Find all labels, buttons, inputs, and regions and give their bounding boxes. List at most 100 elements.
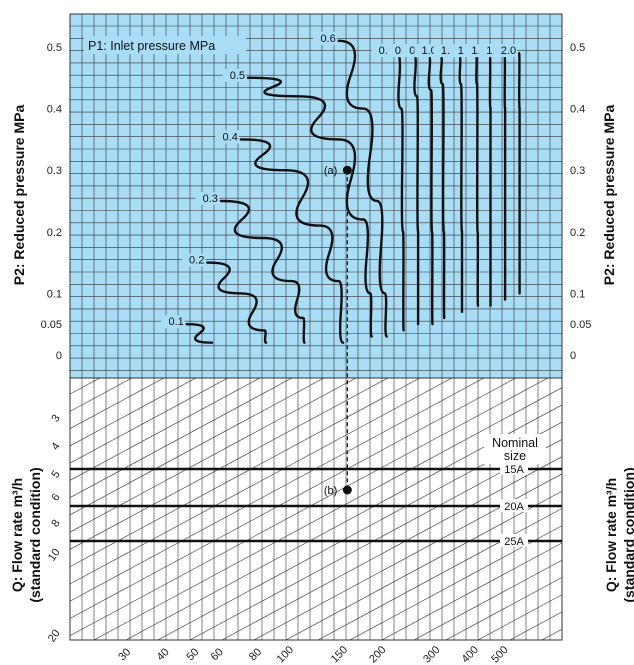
diagonal-guide-line bbox=[70, 378, 389, 550]
nominal-size-label-15A: 15A bbox=[504, 464, 524, 476]
lower-y-tick-8: 8 bbox=[49, 518, 62, 530]
diagonal-guide-line bbox=[70, 378, 453, 585]
diagonal-guide-line bbox=[413, 559, 562, 640]
example-point-b-label: (b) bbox=[324, 485, 337, 497]
diagonal-guide-line bbox=[70, 378, 485, 602]
curve-label-box-0.6 bbox=[313, 31, 337, 45]
diagonal-guide-line bbox=[70, 378, 261, 481]
diagonal-guide-line bbox=[70, 378, 101, 395]
upper-y-tick-right-0.5: 0.5 bbox=[570, 42, 585, 54]
curve-label-box-0.4 bbox=[215, 130, 239, 144]
x-tick-200: 200 bbox=[367, 644, 388, 665]
pressure-curve-0.5 bbox=[246, 76, 373, 338]
example-point-b bbox=[342, 485, 352, 495]
chart-title: P1: Inlet pressure MPa bbox=[88, 39, 215, 53]
lower-y-tick-20: 20 bbox=[46, 628, 63, 645]
diagonal-guide-line bbox=[70, 378, 165, 429]
diagonal-guide-group bbox=[70, 378, 562, 640]
diagonal-guide-line bbox=[445, 577, 562, 640]
diagonal-guide-line bbox=[221, 456, 562, 640]
pressure-curve-0.8 bbox=[411, 52, 420, 326]
upper-y-tick-left-0.05: 0.05 bbox=[41, 319, 62, 331]
x-tick-60: 60 bbox=[209, 646, 226, 663]
curve-label-box-2.0 bbox=[493, 44, 518, 58]
diagonal-guide-line bbox=[349, 525, 562, 640]
x-tick-30: 30 bbox=[116, 646, 133, 663]
curve-label-0.1: 0.1 bbox=[168, 316, 183, 328]
x-tick-300: 300 bbox=[421, 644, 442, 665]
upper-y-tick-right-0.4: 0.4 bbox=[570, 104, 585, 116]
nominal-size-label-20A: 20A bbox=[504, 501, 524, 513]
upper-y-tick-left-0: 0 bbox=[56, 350, 62, 362]
pressure-curve-0.9 bbox=[426, 52, 434, 326]
pressure-curve-0.3 bbox=[219, 199, 306, 344]
upper-y-tick-right-0.3: 0.3 bbox=[570, 165, 585, 177]
diagonal-guide-line bbox=[70, 378, 421, 567]
pressure-curve-1.3 bbox=[474, 52, 480, 307]
upper-y-tick-right-0.05: 0.05 bbox=[570, 319, 591, 331]
upper-y-tick-right-0.1: 0.1 bbox=[570, 288, 585, 300]
upper-y-tick-left-0.4: 0.4 bbox=[47, 104, 62, 116]
diagonal-guide-line bbox=[253, 473, 562, 640]
diagonal-guide-line bbox=[70, 378, 133, 412]
curve-label-box-0.5 bbox=[222, 68, 247, 82]
x-tick-80: 80 bbox=[247, 646, 264, 663]
lower-y-axis-title-left-1: Q: Flow rate m³/h bbox=[9, 478, 25, 592]
upper-y-tick-left-0.3: 0.3 bbox=[47, 165, 62, 177]
curve-label-2.0: 2.0 bbox=[501, 45, 516, 57]
x-tick-100: 100 bbox=[275, 644, 296, 665]
pressure-curve-1.7 bbox=[503, 52, 507, 301]
diagonal-guide-line bbox=[285, 490, 562, 640]
chart-title-box bbox=[84, 36, 246, 54]
lower-y-tick-3: 3 bbox=[49, 413, 62, 425]
pressure-curve-1.0 bbox=[438, 52, 446, 320]
nominal-size-label-box-20A bbox=[500, 499, 528, 512]
pressure-curve-1.2 bbox=[458, 52, 464, 314]
upper-y-tick-left-0.2: 0.2 bbox=[47, 227, 62, 239]
diagonal-guide-line bbox=[189, 439, 562, 640]
nominal-size-title-line1: Nominal bbox=[492, 436, 538, 450]
upper-y-tick-right-0: 0 bbox=[570, 350, 576, 362]
pressure-curve-0.7 bbox=[395, 52, 405, 332]
diagonal-guide-line bbox=[70, 378, 229, 464]
diagonal-guide-line bbox=[70, 378, 197, 447]
upper-y-axis-title-right: P2: Reduced pressure MPa bbox=[601, 105, 617, 286]
diagonal-guide-line bbox=[70, 378, 325, 516]
pressure-curve-2.0 bbox=[517, 52, 521, 295]
curve-label-1.0: 1.0 bbox=[421, 45, 436, 57]
nominal-size-title-line2: size bbox=[504, 449, 526, 463]
nominal-size-label-box-15A bbox=[500, 462, 528, 475]
diagonal-guide-line bbox=[70, 378, 517, 619]
nominal-size-title-box bbox=[484, 434, 546, 464]
diagonal-guide-line bbox=[93, 387, 562, 640]
x-tick-500: 500 bbox=[489, 644, 510, 665]
lower-y-tick-6: 6 bbox=[49, 492, 62, 504]
x-tick-150: 150 bbox=[329, 644, 350, 665]
upper-y-tick-right-0.2: 0.2 bbox=[570, 227, 585, 239]
pressure-curve-0.1 bbox=[185, 323, 214, 344]
example-point-a-label: (a) bbox=[324, 165, 337, 177]
lower-y-axis-title-right-2: (standard condition) bbox=[621, 467, 634, 602]
x-tick-40: 40 bbox=[155, 646, 172, 663]
lower-y-axis-title-left-2: (standard condition) bbox=[27, 467, 43, 602]
lower-y-tick-5: 5 bbox=[49, 469, 62, 481]
pressure-curve-0.4 bbox=[239, 138, 345, 344]
lower-y-tick-4: 4 bbox=[49, 441, 62, 453]
curve-label-0.3: 0.3 bbox=[203, 193, 218, 205]
upper-y-tick-left-0.5: 0.5 bbox=[47, 42, 62, 54]
curve-label-box-0.2 bbox=[181, 253, 206, 267]
curve-label-box-0.3 bbox=[195, 192, 219, 205]
curve-label-box-1.0 bbox=[414, 44, 438, 58]
pressure-curve-1.5 bbox=[488, 52, 492, 307]
x-tick-400: 400 bbox=[460, 644, 481, 665]
x-tick-50: 50 bbox=[184, 646, 201, 663]
diagonal-guide-line bbox=[125, 404, 562, 640]
diagonal-guide-line bbox=[317, 508, 562, 640]
lower-y-axis-title-right-1: Q: Flow rate m³/h bbox=[603, 478, 619, 592]
curve-label-0.5: 0.5 bbox=[230, 70, 245, 82]
upper-panel-background bbox=[69, 13, 563, 379]
pressure-curve-0.6 bbox=[337, 39, 388, 338]
lower-y-tick-10: 10 bbox=[46, 547, 63, 564]
curve-label-0.6: 0.6 bbox=[320, 33, 335, 45]
